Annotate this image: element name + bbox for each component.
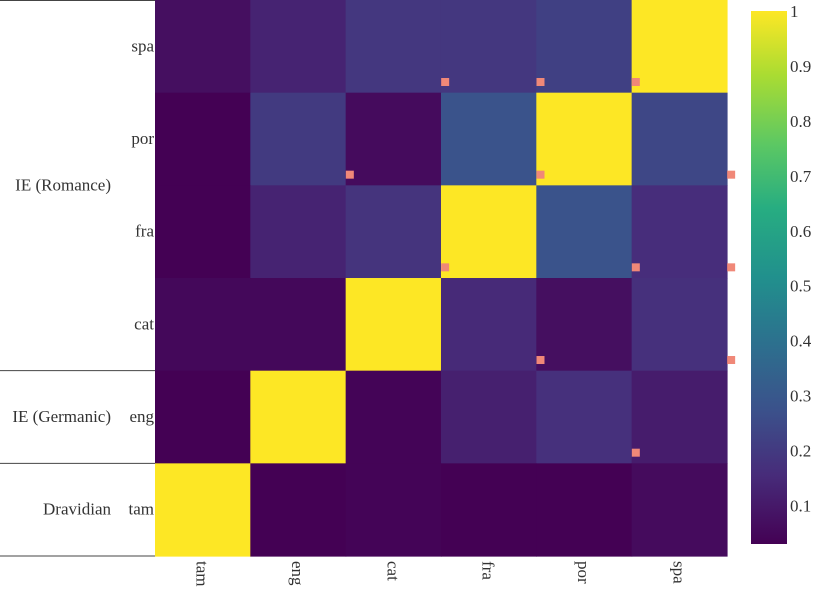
row-label-eng: eng — [129, 407, 154, 426]
row-label-tam: tam — [129, 500, 155, 519]
significance-marker — [631, 78, 640, 86]
heatmap-cell-cat-eng — [250, 278, 347, 372]
colorbar-tick-label: 0.4 — [790, 332, 812, 351]
group-label: Dravidian — [43, 500, 111, 519]
heatmap-cell-fra-tam — [155, 185, 251, 279]
significance-marker — [727, 263, 736, 272]
heatmap-cell-cat-cat — [345, 278, 442, 372]
heatmap-cell-eng-fra — [440, 370, 537, 464]
heatmap-cell-por-fra — [440, 92, 537, 186]
row-label-fra: fra — [135, 222, 154, 241]
heatmap-cell-spa-spa — [631, 0, 728, 94]
significance-marker — [441, 263, 450, 272]
row-group-labels: IE (Romance) IE (Germanic) Dravidian — [0, 0, 155, 557]
colorbar-tick-label: 0.6 — [790, 222, 811, 241]
significance-marker — [536, 78, 545, 86]
heatmap-cell-tam-spa — [631, 463, 728, 557]
colorbar: 0.1 0.2 0.3 0.4 0.5 0.6 0.7 0.8 0.9 1 — [751, 2, 812, 544]
colorbar-tick-label: 0.1 — [790, 497, 811, 516]
heatmap-cell-spa-cat — [345, 0, 442, 94]
significance-marker — [345, 170, 354, 179]
row-labels: spa por fra cat eng tam — [129, 36, 155, 518]
heatmap-cell-tam-fra — [440, 463, 537, 557]
group-label: IE (Germanic) — [12, 407, 111, 426]
colorbar-tick-label: 0.3 — [790, 387, 811, 406]
significance-markers — [345, 78, 736, 457]
significance-marker — [441, 78, 450, 86]
heatmap-cell-eng-por — [536, 370, 633, 464]
heatmap-cells — [155, 0, 728, 557]
column-label-tam: tam — [193, 561, 212, 587]
heatmap-cell-fra-spa — [631, 185, 728, 279]
significance-marker — [536, 170, 545, 179]
colorbar-tick-label: 0.5 — [790, 277, 811, 296]
heatmap-cell-eng-tam — [155, 370, 251, 464]
column-label-eng: eng — [288, 561, 307, 586]
significance-marker — [536, 356, 545, 365]
heatmap-cell-cat-tam — [155, 278, 251, 372]
group-label: IE (Romance) — [15, 175, 111, 194]
column-label-cat: cat — [383, 561, 402, 581]
heatmap-cell-tam-por — [536, 463, 633, 557]
colorbar-tick-label: 0.2 — [790, 442, 811, 461]
significance-marker — [631, 263, 640, 272]
colorbar-tick-label: 0.7 — [790, 167, 812, 186]
column-label-por: por — [574, 561, 593, 584]
heatmap-cell-por-cat — [345, 92, 442, 186]
colorbar-tick-label: 0.9 — [790, 57, 811, 76]
heatmap-cell-cat-fra — [440, 278, 537, 372]
column-label-spa: spa — [669, 561, 688, 584]
heatmap-cell-eng-eng — [250, 370, 347, 464]
heatmap-cell-fra-fra — [440, 185, 537, 279]
column-label-fra: fra — [479, 561, 498, 580]
heatmap-cell-tam-cat — [345, 463, 442, 557]
heatmap-cell-spa-por — [536, 0, 633, 94]
heatmap-cell-eng-cat — [345, 370, 442, 464]
colorbar-tick-label: 1 — [790, 2, 799, 21]
heatmap-cell-fra-eng — [250, 185, 347, 279]
heatmap-cell-por-por — [536, 92, 633, 186]
heatmap-cell-cat-spa — [631, 278, 728, 372]
row-label-por: por — [131, 129, 154, 148]
row-label-cat: cat — [134, 314, 154, 333]
heatmap-cell-por-spa — [631, 92, 728, 186]
heatmap-cell-spa-fra — [440, 0, 537, 94]
row-label-spa: spa — [131, 36, 154, 55]
significance-marker — [727, 170, 736, 179]
heatmap-cell-eng-spa — [631, 370, 728, 464]
heatmap-cell-por-eng — [250, 92, 347, 186]
heatmap-cell-fra-por — [536, 185, 633, 279]
heatmap-cell-tam-eng — [250, 463, 347, 557]
significance-marker — [631, 448, 640, 457]
heatmap-cell-cat-por — [536, 278, 633, 372]
heatmap-cell-spa-tam — [155, 0, 251, 94]
column-labels: tam eng cat fra por spa — [193, 561, 689, 587]
heatmap-cell-tam-tam — [155, 463, 251, 557]
heatmap-cell-fra-cat — [345, 185, 442, 279]
colorbar-gradient — [751, 11, 787, 544]
heatmap-cell-spa-eng — [250, 0, 347, 94]
heatmap-cell-por-tam — [155, 92, 251, 186]
colorbar-tick-label: 0.8 — [790, 112, 811, 131]
significance-marker — [727, 356, 736, 365]
